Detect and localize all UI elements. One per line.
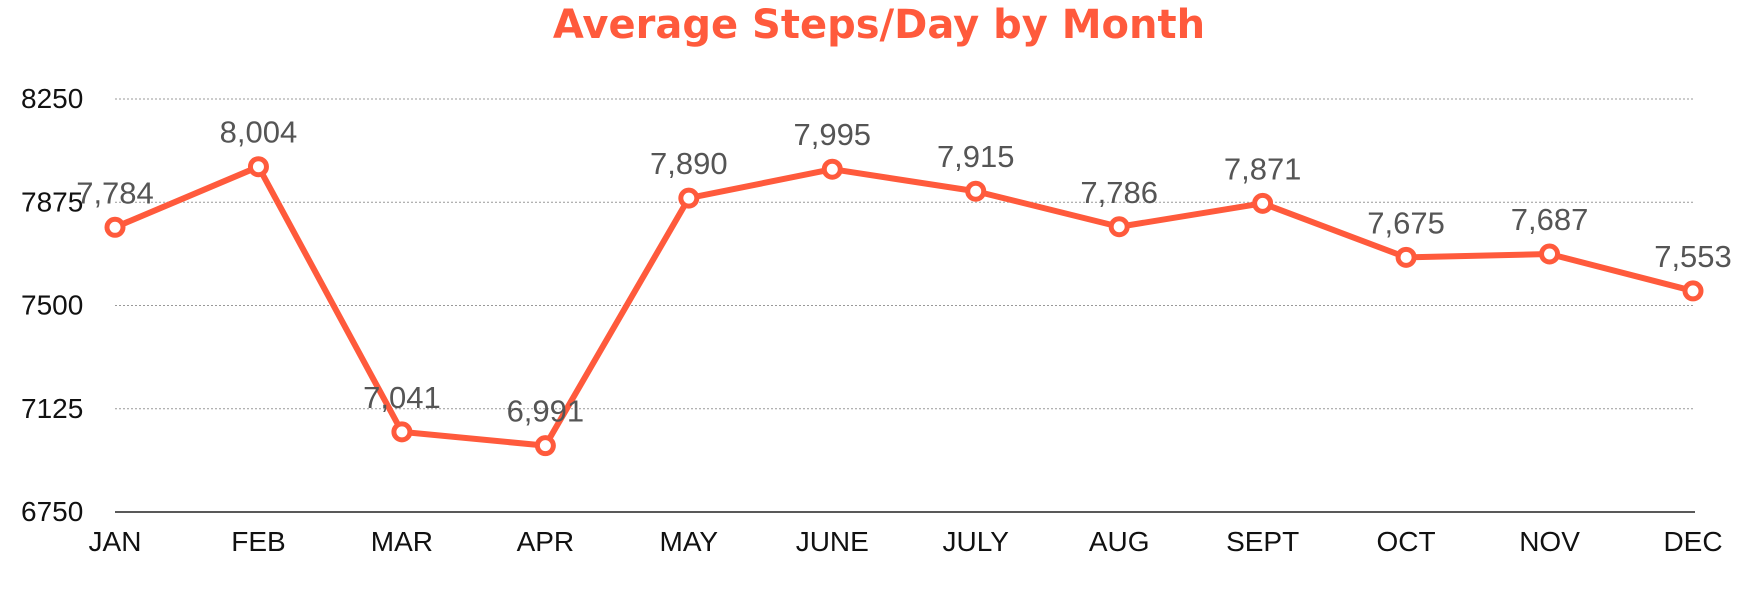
data-point — [1682, 280, 1704, 302]
x-tick-label: MAY — [660, 526, 719, 557]
data-point — [247, 156, 269, 178]
data-point — [1252, 192, 1274, 214]
data-label: 7,687 — [1511, 202, 1589, 237]
data-point — [534, 435, 556, 457]
data-point — [965, 180, 987, 202]
data-point — [391, 421, 413, 443]
data-point — [104, 216, 126, 238]
y-tick-label: 8250 — [21, 83, 83, 114]
x-tick-label: JAN — [89, 526, 142, 557]
x-tick-label: SEPT — [1226, 526, 1299, 557]
y-tick-label: 6750 — [21, 496, 83, 527]
chart-title: Average Steps/Day by Month — [552, 2, 1206, 48]
x-tick-label: FEB — [231, 526, 285, 557]
y-tick-label: 7875 — [21, 186, 83, 217]
data-label: 7,675 — [1367, 205, 1445, 240]
data-label: 7,871 — [1224, 151, 1302, 186]
data-label: 7,890 — [650, 146, 728, 181]
x-tick-label: MAR — [371, 526, 433, 557]
x-tick-label: JUNE — [796, 526, 869, 557]
x-tick-label: AUG — [1089, 526, 1150, 557]
data-label: 7,553 — [1654, 239, 1732, 274]
data-label: 8,004 — [220, 115, 298, 150]
data-point — [1395, 246, 1417, 268]
series-line — [112, 163, 1696, 449]
x-tick-label: OCT — [1377, 526, 1436, 557]
data-label: 7,784 — [76, 175, 154, 210]
data-label: 7,786 — [1080, 175, 1158, 210]
x-tick-label: JULY — [943, 526, 1010, 557]
data-label: 7,041 — [363, 380, 441, 415]
y-tick-label: 7125 — [21, 393, 83, 424]
data-label: 6,991 — [507, 394, 585, 429]
data-point — [821, 158, 843, 180]
x-tick-label: APR — [517, 526, 575, 557]
data-label: 7,915 — [937, 139, 1015, 174]
data-point — [1108, 216, 1130, 238]
data-label: 7,995 — [793, 117, 871, 152]
data-point — [678, 187, 700, 209]
data-point — [1539, 243, 1561, 265]
x-tick-label: DEC — [1663, 526, 1722, 557]
x-tick-label: NOV — [1519, 526, 1580, 557]
y-tick-label: 7500 — [21, 290, 83, 321]
